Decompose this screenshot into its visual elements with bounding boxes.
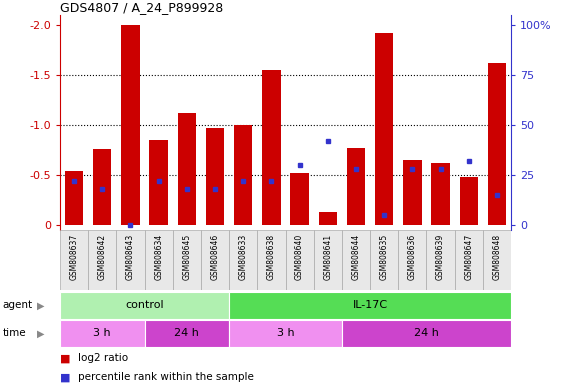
Text: ■: ■ bbox=[60, 372, 70, 382]
Bar bbox=[375, 33, 393, 225]
Bar bbox=[178, 113, 196, 225]
Bar bbox=[88, 230, 116, 290]
Bar bbox=[313, 230, 342, 290]
Bar bbox=[291, 174, 309, 225]
Bar bbox=[432, 163, 450, 225]
Bar bbox=[121, 25, 139, 225]
Bar bbox=[427, 230, 455, 290]
Bar bbox=[60, 230, 88, 290]
Text: percentile rank within the sample: percentile rank within the sample bbox=[78, 372, 254, 382]
Bar bbox=[258, 230, 286, 290]
Bar bbox=[144, 230, 173, 290]
Text: 24 h: 24 h bbox=[174, 328, 199, 338]
Bar bbox=[347, 148, 365, 225]
Text: agent: agent bbox=[3, 300, 33, 310]
Text: ■: ■ bbox=[60, 353, 70, 363]
Bar bbox=[173, 230, 201, 290]
Bar bbox=[65, 171, 83, 225]
Text: ▶: ▶ bbox=[37, 300, 45, 310]
Bar bbox=[262, 70, 280, 225]
Text: GSM808640: GSM808640 bbox=[295, 233, 304, 280]
Bar bbox=[488, 63, 506, 225]
Text: time: time bbox=[3, 328, 26, 338]
Bar bbox=[229, 292, 511, 319]
Text: 3 h: 3 h bbox=[277, 328, 294, 338]
Text: GSM808648: GSM808648 bbox=[492, 233, 501, 280]
Bar bbox=[460, 177, 478, 225]
Bar bbox=[116, 230, 144, 290]
Text: GSM808634: GSM808634 bbox=[154, 233, 163, 280]
Bar bbox=[319, 212, 337, 225]
Text: GSM808637: GSM808637 bbox=[70, 233, 79, 280]
Bar bbox=[370, 230, 399, 290]
Text: GSM808644: GSM808644 bbox=[352, 233, 360, 280]
Text: GSM808635: GSM808635 bbox=[380, 233, 389, 280]
Bar bbox=[403, 161, 421, 225]
Text: GSM808647: GSM808647 bbox=[464, 233, 473, 280]
Text: 24 h: 24 h bbox=[414, 328, 439, 338]
Text: log2 ratio: log2 ratio bbox=[78, 353, 128, 363]
Text: control: control bbox=[125, 300, 164, 310]
Bar bbox=[229, 320, 342, 347]
Bar bbox=[342, 230, 370, 290]
Bar bbox=[60, 292, 229, 319]
Text: GSM808643: GSM808643 bbox=[126, 233, 135, 280]
Bar bbox=[150, 141, 168, 225]
Text: GSM808641: GSM808641 bbox=[323, 233, 332, 280]
Text: GDS4807 / A_24_P899928: GDS4807 / A_24_P899928 bbox=[60, 1, 223, 14]
Text: IL-17C: IL-17C bbox=[352, 300, 388, 310]
Bar bbox=[93, 149, 111, 225]
Bar bbox=[342, 320, 511, 347]
Text: ▶: ▶ bbox=[37, 328, 45, 338]
Text: GSM808639: GSM808639 bbox=[436, 233, 445, 280]
Text: 3 h: 3 h bbox=[94, 328, 111, 338]
Text: GSM808642: GSM808642 bbox=[98, 233, 107, 280]
Text: GSM808638: GSM808638 bbox=[267, 233, 276, 280]
Bar bbox=[455, 230, 483, 290]
Bar bbox=[483, 230, 511, 290]
Text: GSM808633: GSM808633 bbox=[239, 233, 248, 280]
Bar bbox=[399, 230, 427, 290]
Text: GSM808645: GSM808645 bbox=[182, 233, 191, 280]
Text: GSM808646: GSM808646 bbox=[211, 233, 219, 280]
Bar bbox=[201, 230, 229, 290]
Text: GSM808636: GSM808636 bbox=[408, 233, 417, 280]
Bar bbox=[206, 128, 224, 225]
Bar bbox=[286, 230, 313, 290]
Bar bbox=[229, 230, 258, 290]
Bar bbox=[234, 126, 252, 225]
Bar bbox=[144, 320, 229, 347]
Bar bbox=[60, 320, 144, 347]
